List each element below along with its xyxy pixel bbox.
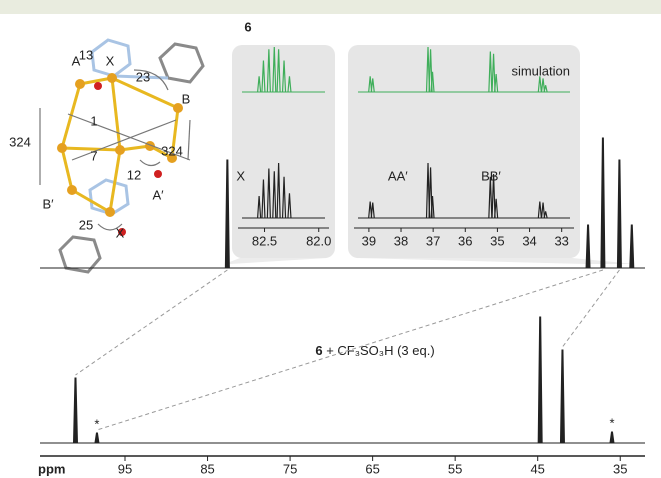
x-tick-label: 85 (200, 461, 214, 476)
compound-number: 6 (315, 343, 322, 358)
inset-tick-label: 38 (394, 233, 408, 248)
compound-label: 6 (244, 19, 251, 34)
peak (617, 160, 621, 268)
x-tick-label: 55 (448, 461, 462, 476)
molecule-label: 324 (9, 134, 31, 149)
simulation-label: simulation (511, 63, 570, 78)
inset-label: AA′ (388, 168, 408, 183)
molecule-label: 12 (127, 167, 141, 182)
inset-connector (224, 258, 327, 264)
x-tick-label: 75 (283, 461, 297, 476)
compound-conditions: + CF₃SO₃H (3 eq.) (326, 343, 434, 358)
inset-tick-label: 36 (458, 233, 472, 248)
molecule-label: 7 (90, 148, 97, 163)
x-axis-label: ppm (38, 461, 65, 476)
x-tick-label: 95 (118, 461, 132, 476)
top-band (0, 0, 661, 14)
peak (95, 433, 99, 443)
molecule-label: 324 (161, 143, 183, 158)
inset-tick-label: 37 (426, 233, 440, 248)
molecule-label: B′ (42, 196, 54, 211)
molecule-label: B (182, 91, 191, 106)
inset-tick-label: 35 (490, 233, 504, 248)
correlation-line (75, 270, 227, 375)
molecule-label: 25 (79, 217, 93, 232)
x-tick-label: 35 (613, 461, 627, 476)
inset-tick-label: 39 (362, 233, 376, 248)
inset-tick-label: 33 (554, 233, 568, 248)
inset-tick-label: 82.0 (306, 233, 331, 248)
molecule-label: 23 (136, 69, 150, 84)
molecule-label: X (116, 225, 125, 240)
peak (586, 225, 590, 268)
peak (73, 378, 77, 443)
molecule-label: 1 (90, 113, 97, 128)
molecule-label: X (106, 53, 115, 68)
x-tick-label: 45 (530, 461, 544, 476)
compound-label: 6 + CF₃SO₃H (3 eq.) (315, 343, 434, 358)
peak (560, 350, 564, 443)
x-tick-label: 65 (365, 461, 379, 476)
inset-tick-label: 82.5 (252, 233, 277, 248)
peak (610, 432, 614, 443)
peak-annotation: * (609, 415, 614, 430)
inset-label: BB′ (481, 168, 501, 183)
correlation-line (97, 270, 603, 430)
inset-label: X (236, 168, 245, 183)
peak (601, 138, 605, 268)
correlation-line (562, 270, 619, 347)
peak (225, 160, 229, 268)
peak (538, 317, 542, 443)
peak (630, 225, 634, 268)
figure: A13X23B13247324B′12A′25X82.582.0X3938373… (0, 0, 661, 478)
inset-tick-label: 34 (522, 233, 536, 248)
inset-connector (356, 258, 635, 264)
molecule-label: A′ (152, 187, 164, 202)
molecule-label: 13 (79, 47, 93, 62)
